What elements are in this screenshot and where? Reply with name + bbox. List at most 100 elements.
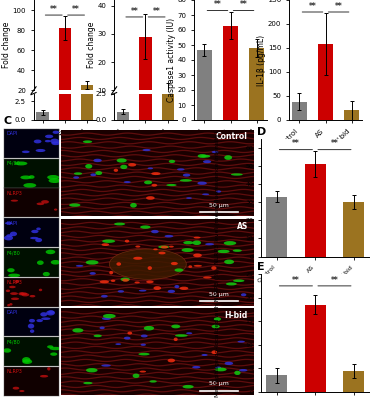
Bar (197, 50, 211, 120)
Bar (250, 48, 264, 120)
Ellipse shape (109, 249, 186, 279)
Ellipse shape (233, 249, 242, 252)
Bar (223, 26, 238, 120)
Ellipse shape (216, 190, 221, 193)
Ellipse shape (128, 332, 132, 335)
Ellipse shape (238, 341, 245, 343)
Ellipse shape (203, 160, 211, 163)
Ellipse shape (141, 344, 146, 346)
Ellipse shape (211, 350, 217, 354)
Ellipse shape (197, 182, 207, 185)
Ellipse shape (125, 240, 129, 242)
Y-axis label: Fold change: Fold change (87, 22, 96, 68)
Bar (266, 197, 287, 257)
Ellipse shape (120, 165, 128, 169)
Ellipse shape (171, 262, 178, 265)
Ellipse shape (4, 236, 13, 240)
Ellipse shape (135, 246, 140, 248)
Ellipse shape (37, 260, 44, 265)
Ellipse shape (215, 368, 227, 371)
Ellipse shape (202, 193, 209, 195)
Ellipse shape (182, 385, 194, 388)
Ellipse shape (201, 155, 210, 158)
Ellipse shape (128, 163, 136, 166)
Bar (140, 37, 151, 119)
Bar (37, 112, 49, 120)
Ellipse shape (86, 368, 98, 372)
Text: **: ** (330, 276, 338, 285)
Ellipse shape (103, 314, 116, 318)
Ellipse shape (231, 173, 243, 176)
Ellipse shape (31, 230, 38, 233)
Ellipse shape (7, 268, 15, 272)
Ellipse shape (50, 352, 57, 356)
Ellipse shape (168, 290, 175, 293)
Ellipse shape (122, 278, 129, 282)
Text: Control: Control (216, 132, 248, 141)
Ellipse shape (85, 164, 92, 168)
Ellipse shape (101, 364, 111, 367)
Bar (162, 14, 174, 120)
Ellipse shape (130, 203, 137, 208)
Ellipse shape (39, 289, 42, 291)
Ellipse shape (124, 181, 131, 183)
Ellipse shape (177, 168, 185, 170)
Ellipse shape (211, 325, 220, 328)
Ellipse shape (51, 260, 60, 264)
Ellipse shape (83, 140, 92, 143)
Ellipse shape (167, 359, 175, 362)
Ellipse shape (109, 271, 113, 274)
Text: **: ** (308, 2, 316, 11)
Ellipse shape (45, 135, 53, 138)
Ellipse shape (100, 280, 109, 283)
Ellipse shape (153, 248, 158, 250)
Text: **: ** (292, 140, 300, 148)
Bar (140, 0, 151, 120)
Bar (292, 102, 307, 120)
Text: **: ** (335, 2, 342, 11)
Ellipse shape (175, 268, 184, 272)
Ellipse shape (28, 324, 34, 328)
Ellipse shape (166, 184, 177, 186)
Ellipse shape (90, 173, 96, 176)
Ellipse shape (11, 298, 19, 300)
Ellipse shape (226, 282, 237, 286)
Ellipse shape (114, 169, 118, 172)
Ellipse shape (94, 334, 102, 337)
Ellipse shape (47, 345, 53, 348)
Ellipse shape (9, 286, 16, 288)
Ellipse shape (10, 292, 18, 295)
Ellipse shape (29, 175, 35, 179)
Ellipse shape (111, 280, 115, 282)
Ellipse shape (15, 162, 27, 166)
Bar (81, 0, 93, 120)
Ellipse shape (241, 293, 246, 296)
Ellipse shape (90, 272, 96, 275)
Text: **: ** (214, 0, 221, 9)
Text: DAPI: DAPI (6, 310, 18, 315)
Y-axis label: Caspase1 activity (IU): Caspase1 activity (IU) (167, 18, 176, 102)
Ellipse shape (148, 167, 153, 169)
Ellipse shape (158, 246, 169, 248)
Ellipse shape (186, 197, 192, 199)
Ellipse shape (203, 276, 211, 278)
Bar (305, 164, 326, 257)
Ellipse shape (217, 250, 230, 253)
Text: DAPI: DAPI (6, 131, 18, 136)
Ellipse shape (139, 290, 147, 292)
Ellipse shape (43, 272, 50, 276)
Ellipse shape (183, 241, 194, 244)
Text: **: ** (292, 276, 300, 285)
Ellipse shape (146, 196, 155, 200)
Text: NLRP3: NLRP3 (6, 191, 22, 196)
Ellipse shape (164, 235, 173, 238)
Ellipse shape (3, 348, 11, 353)
Ellipse shape (30, 237, 38, 239)
Ellipse shape (48, 310, 54, 314)
Text: C: C (4, 116, 12, 126)
Ellipse shape (141, 334, 148, 338)
Ellipse shape (19, 390, 25, 392)
Ellipse shape (51, 142, 60, 145)
Ellipse shape (135, 282, 140, 283)
Ellipse shape (169, 246, 174, 248)
